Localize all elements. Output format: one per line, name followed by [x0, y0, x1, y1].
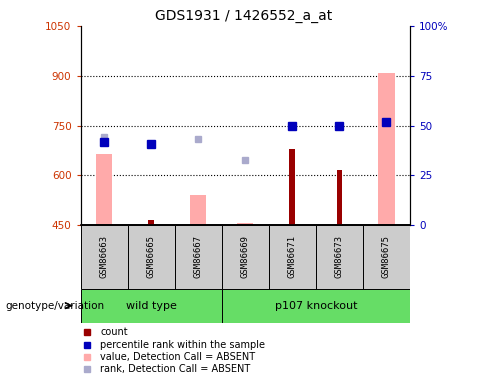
Text: count: count — [101, 327, 128, 338]
Bar — [316, 225, 363, 289]
Text: GSM86671: GSM86671 — [288, 236, 297, 278]
Text: GSM86669: GSM86669 — [241, 236, 250, 278]
Text: wild type: wild type — [126, 301, 177, 310]
Bar — [237, 224, 253, 225]
Bar — [81, 289, 222, 322]
Bar — [81, 225, 127, 289]
Bar — [190, 195, 206, 225]
Text: p107 knockout: p107 knockout — [275, 301, 357, 310]
Bar — [289, 149, 295, 225]
Bar — [269, 225, 316, 289]
Bar — [337, 170, 342, 225]
Text: percentile rank within the sample: percentile rank within the sample — [101, 339, 265, 350]
Bar — [96, 154, 112, 225]
Text: GDS1931 / 1426552_a_at: GDS1931 / 1426552_a_at — [155, 9, 333, 23]
Text: GSM86665: GSM86665 — [146, 236, 156, 278]
Text: GSM86673: GSM86673 — [335, 236, 344, 278]
Text: genotype/variation: genotype/variation — [5, 301, 104, 310]
Bar — [148, 220, 154, 225]
Text: rank, Detection Call = ABSENT: rank, Detection Call = ABSENT — [101, 364, 250, 374]
Text: GSM86667: GSM86667 — [194, 236, 203, 278]
Text: GSM86663: GSM86663 — [100, 236, 108, 278]
Bar — [222, 225, 269, 289]
Text: value, Detection Call = ABSENT: value, Detection Call = ABSENT — [101, 352, 255, 362]
Bar — [378, 73, 395, 225]
Bar — [175, 225, 222, 289]
Bar — [222, 289, 410, 322]
Bar — [127, 225, 175, 289]
Text: GSM86675: GSM86675 — [382, 236, 391, 278]
Bar — [363, 225, 410, 289]
